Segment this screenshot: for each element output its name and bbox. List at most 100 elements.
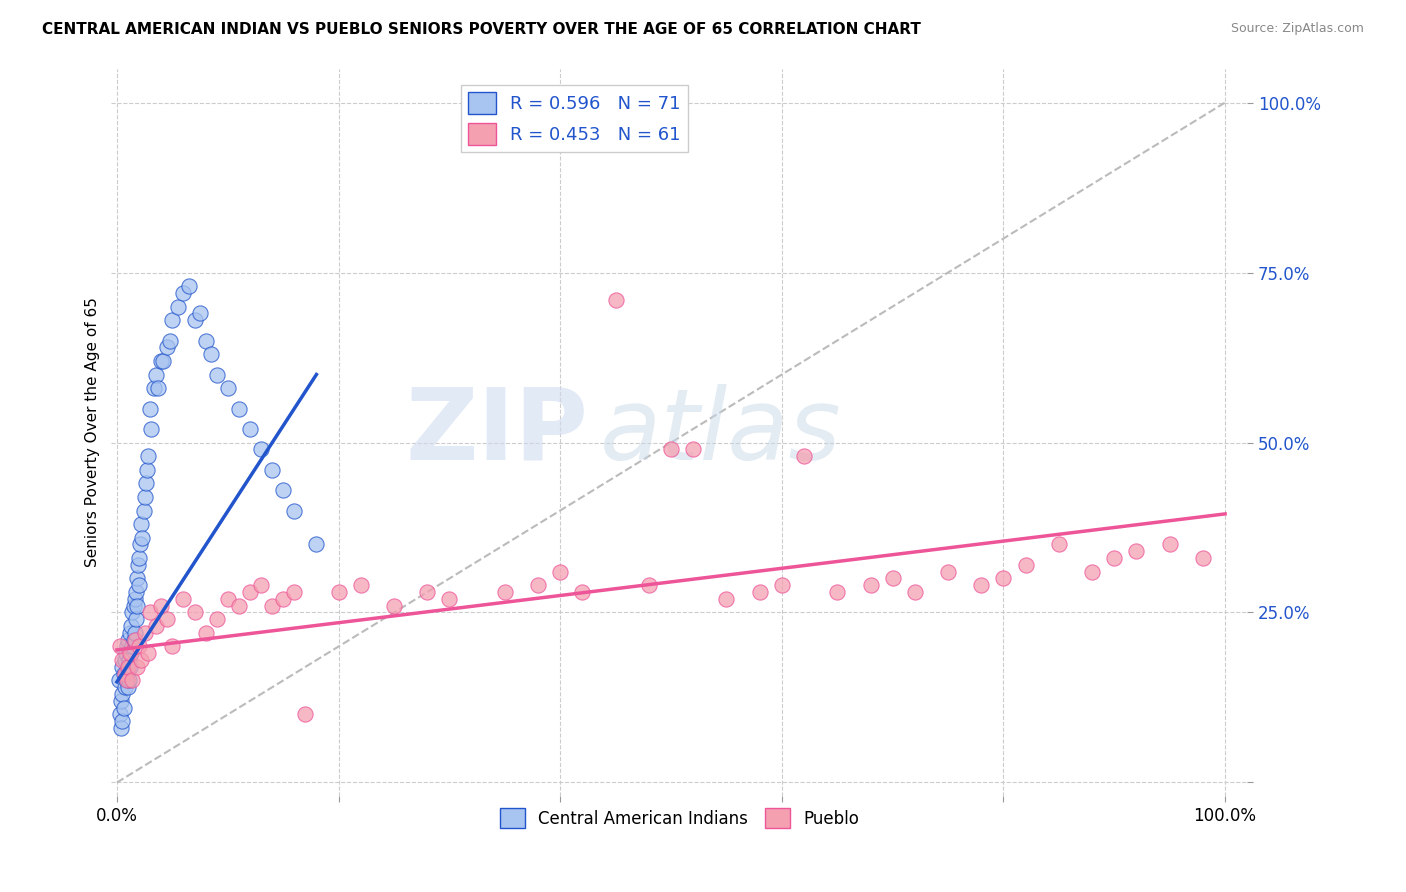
Point [120, 626, 142, 640]
Point [110, 707, 132, 722]
Point [205, 368, 228, 382]
Point [1047, 537, 1070, 551]
Point [146, 381, 169, 395]
Point [132, 503, 155, 517]
Point [194, 626, 217, 640]
Point [859, 578, 882, 592]
Point [239, 585, 262, 599]
Point [250, 442, 273, 457]
Y-axis label: Seniors Poverty Over the Age of 65: Seniors Poverty Over the Age of 65 [86, 297, 100, 567]
Point [135, 463, 157, 477]
Point [194, 334, 217, 348]
Point [904, 585, 927, 599]
Point [262, 599, 284, 613]
Point [793, 449, 815, 463]
Point [114, 646, 136, 660]
Point [139, 401, 162, 416]
Point [1104, 551, 1126, 566]
Point [638, 578, 661, 592]
Point [129, 537, 152, 551]
Point [262, 463, 284, 477]
Point [825, 585, 848, 599]
Point [111, 660, 134, 674]
Text: CENTRAL AMERICAN INDIAN VS PUEBLO SENIORS POVERTY OVER THE AGE OF 65 CORRELATION: CENTRAL AMERICAN INDIAN VS PUEBLO SENIOR… [42, 22, 921, 37]
Point [136, 646, 159, 660]
Point [124, 591, 146, 606]
Point [659, 442, 682, 457]
Point [145, 619, 167, 633]
Point [110, 694, 132, 708]
Point [125, 585, 148, 599]
Point [294, 707, 316, 722]
Point [114, 666, 136, 681]
Point [112, 700, 135, 714]
Point [139, 606, 162, 620]
Point [271, 483, 294, 497]
Point [125, 660, 148, 674]
Point [970, 578, 993, 592]
Point [416, 585, 439, 599]
Point [494, 585, 516, 599]
Point [108, 673, 131, 688]
Point [571, 585, 593, 599]
Point [118, 673, 141, 688]
Text: atlas: atlas [600, 384, 841, 481]
Point [150, 599, 173, 613]
Point [1192, 551, 1215, 566]
Point [156, 340, 179, 354]
Point [1081, 565, 1104, 579]
Point [128, 640, 150, 654]
Point [131, 653, 153, 667]
Point [117, 660, 139, 674]
Point [145, 368, 167, 382]
Point [110, 721, 132, 735]
Point [120, 646, 142, 660]
Point [120, 619, 142, 633]
Point [112, 666, 135, 681]
Point [716, 591, 738, 606]
Point [172, 591, 194, 606]
Point [1159, 537, 1181, 551]
Point [111, 687, 134, 701]
Point [127, 558, 149, 572]
Point [118, 653, 141, 667]
Point [120, 660, 142, 674]
Point [748, 585, 770, 599]
Point [239, 422, 262, 436]
Point [117, 632, 139, 647]
Point [305, 537, 328, 551]
Point [328, 585, 350, 599]
Point [283, 503, 305, 517]
Point [150, 354, 173, 368]
Point [382, 599, 405, 613]
Point [122, 599, 145, 613]
Point [117, 681, 139, 695]
Point [200, 347, 222, 361]
Point [125, 599, 148, 613]
Text: Source: ZipAtlas.com: Source: ZipAtlas.com [1230, 22, 1364, 36]
Point [1125, 544, 1147, 558]
Legend: Central American Indians, Pueblo: Central American Indians, Pueblo [494, 801, 866, 835]
Point [131, 517, 153, 532]
Point [228, 599, 250, 613]
Point [350, 578, 373, 592]
Point [114, 681, 136, 695]
Point [131, 531, 153, 545]
Point [936, 565, 959, 579]
Point [205, 612, 228, 626]
Point [125, 572, 148, 586]
Point [993, 572, 1015, 586]
Point [183, 313, 205, 327]
Point [1014, 558, 1036, 572]
Point [167, 300, 190, 314]
Point [152, 354, 174, 368]
Point [177, 279, 200, 293]
Point [124, 626, 146, 640]
Point [172, 285, 194, 300]
Point [115, 666, 138, 681]
Point [527, 578, 550, 592]
Point [770, 578, 793, 592]
Point [159, 334, 181, 348]
Point [250, 578, 273, 592]
Point [183, 606, 205, 620]
